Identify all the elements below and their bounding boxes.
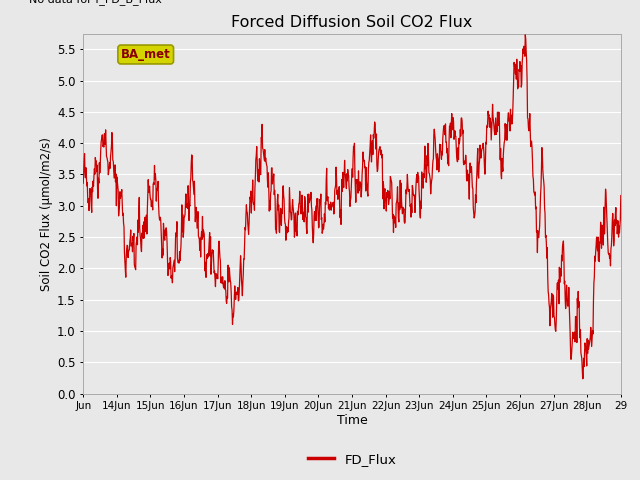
X-axis label: Time: Time	[337, 414, 367, 427]
Legend: FD_Flux: FD_Flux	[302, 447, 402, 471]
Text: No data for f_FD_B_Flux: No data for f_FD_B_Flux	[29, 0, 163, 5]
Text: BA_met: BA_met	[121, 48, 171, 61]
Title: Forced Diffusion Soil CO2 Flux: Forced Diffusion Soil CO2 Flux	[231, 15, 473, 30]
Y-axis label: Soil CO2 Flux (μmol/m2/s): Soil CO2 Flux (μmol/m2/s)	[40, 137, 52, 290]
